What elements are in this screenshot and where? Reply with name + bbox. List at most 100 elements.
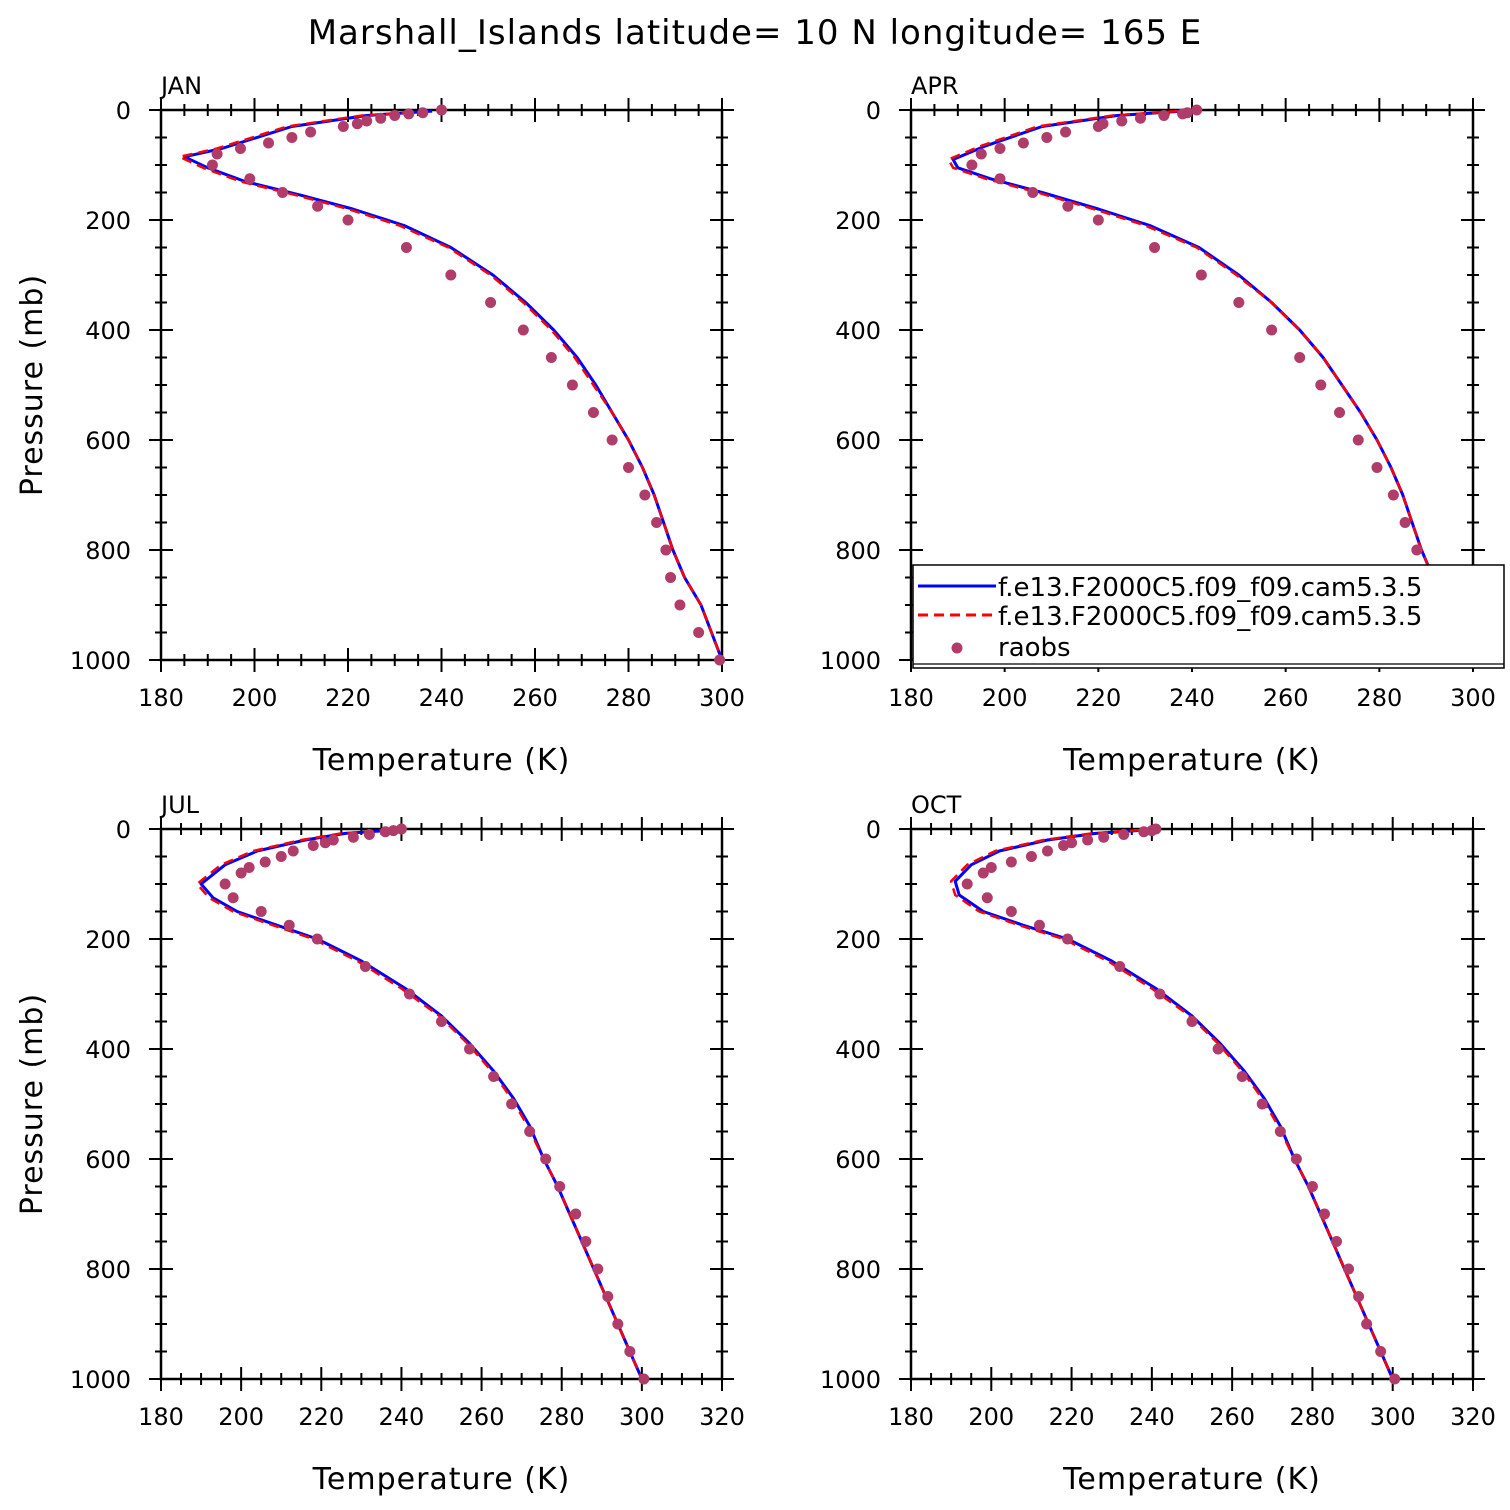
raobs-point (981, 892, 993, 904)
panel-jul: JUL 180 200 220 240 260 280 300 320 0 200 400 600 800… (15, 791, 745, 1497)
raobs-point (389, 110, 401, 121)
raobs-point (283, 919, 295, 931)
raobs-point (1375, 1346, 1387, 1357)
raobs-point (566, 379, 578, 391)
raobs-point (1082, 834, 1094, 846)
raobs-point (400, 242, 412, 253)
raobs-point (1114, 961, 1126, 972)
raobs-point (1353, 1291, 1365, 1302)
panel-label: OCT (911, 791, 962, 819)
raobs-point (1191, 104, 1203, 116)
raobs-point (275, 851, 287, 862)
raobs-point (342, 214, 354, 226)
x-tick-label: 320 (699, 1403, 745, 1431)
raobs-point (570, 1208, 582, 1220)
series-model-solid-line (953, 828, 1395, 1380)
y-axis-label: Pressure (mb) (15, 274, 50, 496)
raobs-point (1138, 826, 1150, 838)
y-tick-label: 200 (85, 207, 131, 235)
legend-marker-raobs (951, 642, 963, 654)
y-tick-label: 800 (85, 537, 131, 565)
raobs-point (1290, 1153, 1302, 1165)
x-tick-label: 320 (1450, 1403, 1496, 1431)
y-tick-label: 200 (85, 926, 131, 954)
raobs-point (227, 892, 239, 904)
raobs-point (464, 1043, 476, 1055)
y-tick-label: 400 (85, 317, 131, 345)
x-tick-label: 260 (1209, 1403, 1255, 1431)
y-tick-label: 0 (866, 816, 881, 844)
raobs-point (211, 148, 223, 160)
x-tick-label: 180 (888, 1403, 934, 1431)
raobs-point (1060, 126, 1072, 138)
raobs-point (1041, 132, 1053, 143)
series-raobs (966, 104, 1479, 666)
x-tick-label: 300 (1450, 684, 1496, 712)
legend-entry-label: raobs (998, 633, 1071, 663)
x-tick-label: 260 (1263, 684, 1309, 712)
x-tick-label: 180 (888, 684, 934, 712)
raobs-point (693, 627, 705, 638)
raobs-point (506, 1098, 518, 1110)
raobs-point (587, 407, 599, 418)
raobs-point (379, 826, 391, 838)
raobs-point (1256, 1098, 1268, 1110)
y-tick-label: 1000 (70, 1366, 131, 1394)
x-tick-label: 180 (138, 1403, 184, 1431)
x-tick-label: 280 (1356, 684, 1402, 712)
panels: JAN 180 200 220 240 260 280 300 0 200 400 600 800 100… (15, 72, 1505, 1497)
series-raobs (219, 823, 650, 1385)
x-tick-label: 200 (982, 684, 1028, 712)
raobs-point (363, 829, 375, 840)
raobs-point (436, 104, 447, 116)
raobs-point (1318, 1208, 1330, 1220)
raobs-point (351, 118, 363, 130)
plot-frame (159, 827, 724, 1381)
y-axis-label: Pressure (mb) (15, 993, 50, 1215)
raobs-point (639, 489, 651, 501)
raobs-point (234, 143, 246, 154)
raobs-point (337, 121, 349, 132)
raobs-point (488, 1071, 500, 1082)
raobs-point (1186, 1016, 1198, 1027)
x-tick-label: 300 (699, 684, 745, 712)
raobs-point (1411, 544, 1423, 556)
raobs-point (966, 159, 978, 171)
raobs-point (524, 1126, 536, 1137)
raobs-point (417, 107, 429, 119)
raobs-point (1092, 121, 1104, 132)
raobs-point (219, 878, 231, 890)
raobs-point (1306, 1181, 1318, 1192)
raobs-point (307, 840, 319, 851)
legend-box (912, 564, 1505, 669)
x-axis-label: Temperature (K) (1062, 1462, 1321, 1497)
raobs-point (287, 845, 299, 857)
raobs-point (624, 1346, 636, 1357)
raobs-point (517, 324, 529, 336)
raobs-point (1274, 1126, 1286, 1137)
raobs-point (1343, 1263, 1355, 1275)
x-tick-label: 240 (1129, 1403, 1175, 1431)
y-tick-label: 0 (116, 816, 131, 844)
raobs-point (1025, 851, 1037, 862)
raobs-point (1233, 297, 1245, 308)
x-tick-label: 200 (968, 1403, 1014, 1431)
y-tick-label: 200 (835, 207, 881, 235)
y-tick-label: 400 (835, 317, 881, 345)
raobs-point (651, 517, 663, 528)
y-tick-label: 1000 (820, 1366, 881, 1394)
raobs-point (259, 856, 271, 868)
raobs-point (312, 200, 324, 212)
x-tick-label: 240 (1169, 684, 1215, 712)
series-raobs (206, 104, 726, 666)
raobs-point (1387, 489, 1399, 501)
raobs-point (1399, 517, 1411, 528)
y-tick-label: 800 (85, 1256, 131, 1284)
raobs-point (1005, 906, 1017, 917)
raobs-point (1236, 1071, 1248, 1082)
panel-apr: APR 180 200 220 240 260 280 300 0 200 400 600 800 100… (820, 72, 1496, 778)
raobs-point (540, 1153, 552, 1165)
x-axis-label: Temperature (K) (312, 743, 571, 778)
series-raobs (961, 823, 1401, 1385)
